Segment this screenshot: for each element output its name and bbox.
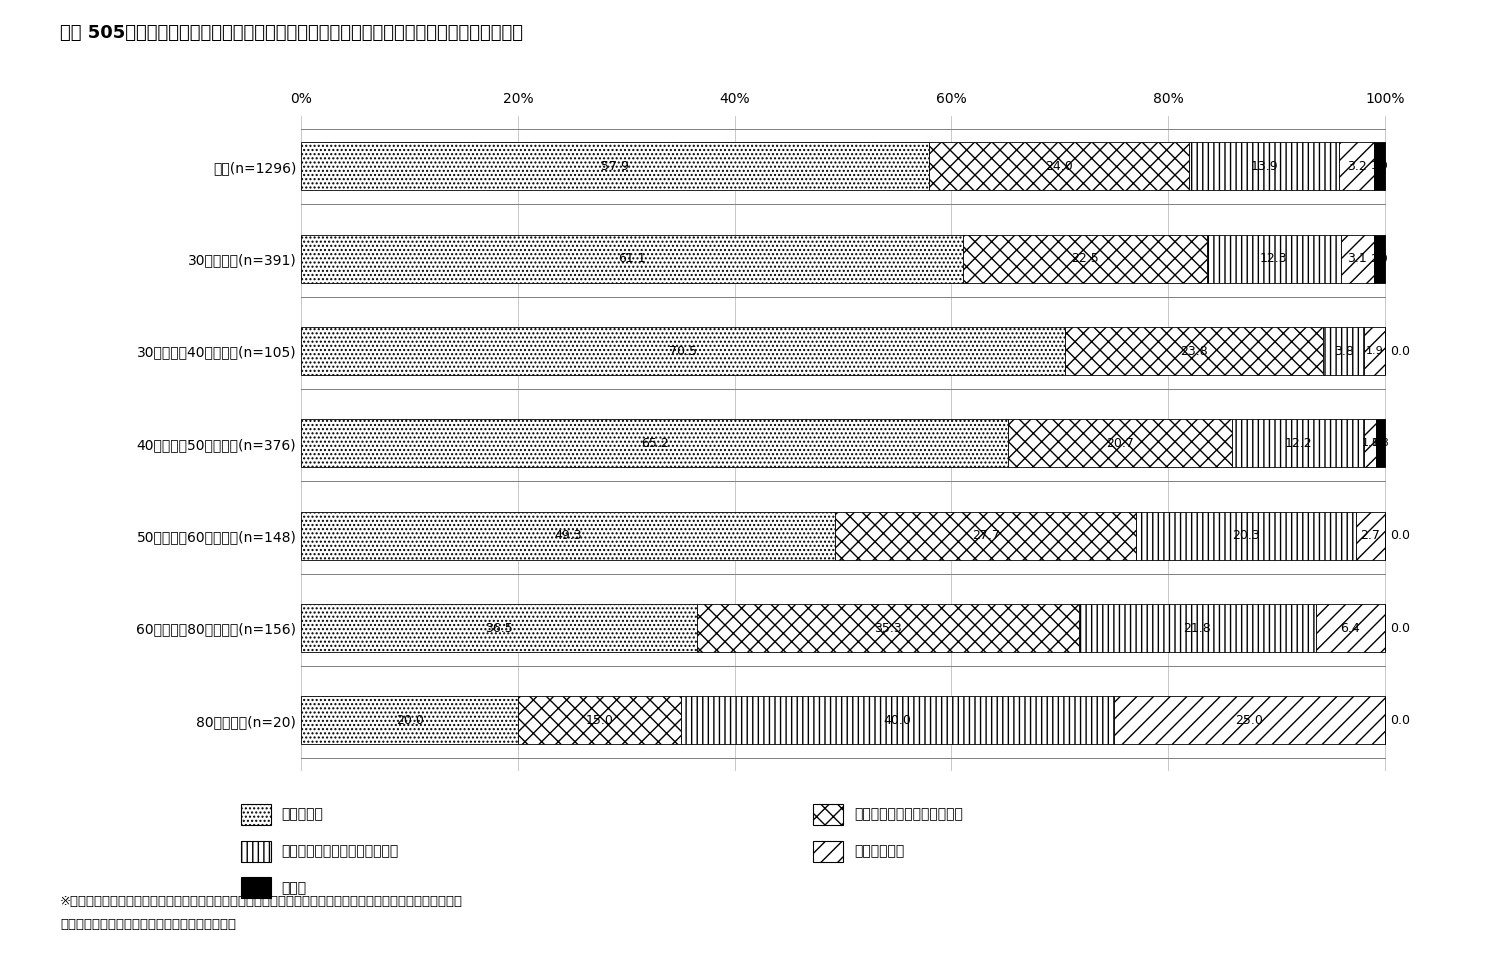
- Bar: [518, 696, 681, 744]
- Text: 40.0: 40.0: [884, 714, 911, 727]
- Text: 0.8: 0.8: [1372, 439, 1390, 448]
- Text: 21.8: 21.8: [1184, 622, 1211, 634]
- Bar: [301, 512, 836, 560]
- Text: 57.9: 57.9: [601, 160, 630, 173]
- Text: 15.0: 15.0: [586, 714, 613, 727]
- Text: 0.0: 0.0: [1390, 344, 1411, 358]
- Text: 1.1: 1.1: [1361, 439, 1379, 448]
- Bar: [1232, 419, 1364, 468]
- Text: 35.3: 35.3: [873, 622, 902, 634]
- Bar: [301, 604, 697, 652]
- Text: 20.7: 20.7: [1105, 437, 1134, 450]
- Bar: [1114, 696, 1386, 744]
- Bar: [1136, 512, 1355, 560]
- Text: 足りている: 足りている: [282, 808, 324, 821]
- Text: 20.0: 20.0: [396, 714, 423, 727]
- Text: 12.2: 12.2: [1285, 437, 1312, 450]
- Text: 無回答: 無回答: [282, 881, 307, 895]
- Text: 12.3: 12.3: [1261, 253, 1288, 265]
- Bar: [964, 235, 1208, 282]
- Bar: [301, 696, 518, 744]
- Text: 0.0: 0.0: [1390, 714, 1411, 727]
- Text: どちらかといえば足りていない: どちらかといえば足りていない: [282, 844, 399, 858]
- Text: 3.2: 3.2: [1346, 160, 1366, 173]
- Text: 65.2: 65.2: [640, 437, 669, 450]
- Bar: [1188, 143, 1339, 191]
- Text: 1.9: 1.9: [1366, 346, 1384, 356]
- Bar: [1340, 235, 1373, 282]
- Text: 0.0: 0.0: [1390, 622, 1411, 634]
- Bar: [697, 604, 1080, 652]
- Bar: [1339, 143, 1373, 191]
- Text: どちらかといえば足りている: どちらかといえば足りている: [854, 808, 962, 821]
- Text: 1.0: 1.0: [1370, 161, 1389, 172]
- Bar: [1008, 419, 1232, 468]
- Text: 0.0: 0.0: [1390, 529, 1411, 543]
- Text: りの実労働時間の調査数の合計と一致しない。: りの実労働時間の調査数の合計と一致しない。: [60, 918, 236, 930]
- Text: 2.7: 2.7: [1360, 529, 1381, 543]
- Text: 20.3: 20.3: [1232, 529, 1259, 543]
- Bar: [1208, 235, 1340, 282]
- Text: 49.3: 49.3: [554, 529, 583, 543]
- Bar: [1376, 419, 1386, 468]
- Bar: [1080, 604, 1316, 652]
- Bar: [301, 327, 1065, 375]
- Text: ※全体の調査数には１週間当たりの実労働時間について無回答のものを含むため、全体の調査数は各１週間当た: ※全体の調査数には１週間当たりの実労働時間について無回答のものを含むため、全体の…: [60, 895, 464, 907]
- Bar: [1324, 327, 1364, 375]
- Bar: [836, 512, 1136, 560]
- Text: 27.7: 27.7: [971, 529, 1000, 543]
- Bar: [1316, 604, 1386, 652]
- Bar: [1364, 419, 1376, 468]
- Text: 13.9: 13.9: [1250, 160, 1279, 173]
- Text: 足りていない: 足りていない: [854, 844, 904, 858]
- Text: 61.1: 61.1: [619, 253, 646, 265]
- Text: 36.5: 36.5: [485, 622, 514, 634]
- Text: 3.1: 3.1: [1348, 253, 1367, 265]
- Bar: [1373, 143, 1386, 191]
- Text: 23.8: 23.8: [1181, 344, 1208, 358]
- Bar: [929, 143, 1188, 191]
- Bar: [1065, 327, 1324, 375]
- Text: 24.0: 24.0: [1045, 160, 1072, 173]
- Bar: [301, 419, 1008, 468]
- Text: 25.0: 25.0: [1235, 714, 1264, 727]
- Bar: [1364, 327, 1386, 375]
- Text: 1.0: 1.0: [1370, 254, 1389, 264]
- Bar: [681, 696, 1114, 744]
- Text: 22.5: 22.5: [1071, 253, 1099, 265]
- Bar: [301, 143, 929, 191]
- Bar: [301, 235, 964, 282]
- Text: 図表 505　勤務日における睡眠時間の充足状況【１週間当たりの実労働時間（通常期）別】: 図表 505 勤務日における睡眠時間の充足状況【１週間当たりの実労働時間（通常期…: [60, 24, 523, 42]
- Bar: [1373, 235, 1386, 282]
- Text: 70.5: 70.5: [669, 344, 697, 358]
- Text: 3.8: 3.8: [1334, 344, 1354, 358]
- Bar: [1355, 512, 1386, 560]
- Text: 6.4: 6.4: [1340, 622, 1360, 634]
